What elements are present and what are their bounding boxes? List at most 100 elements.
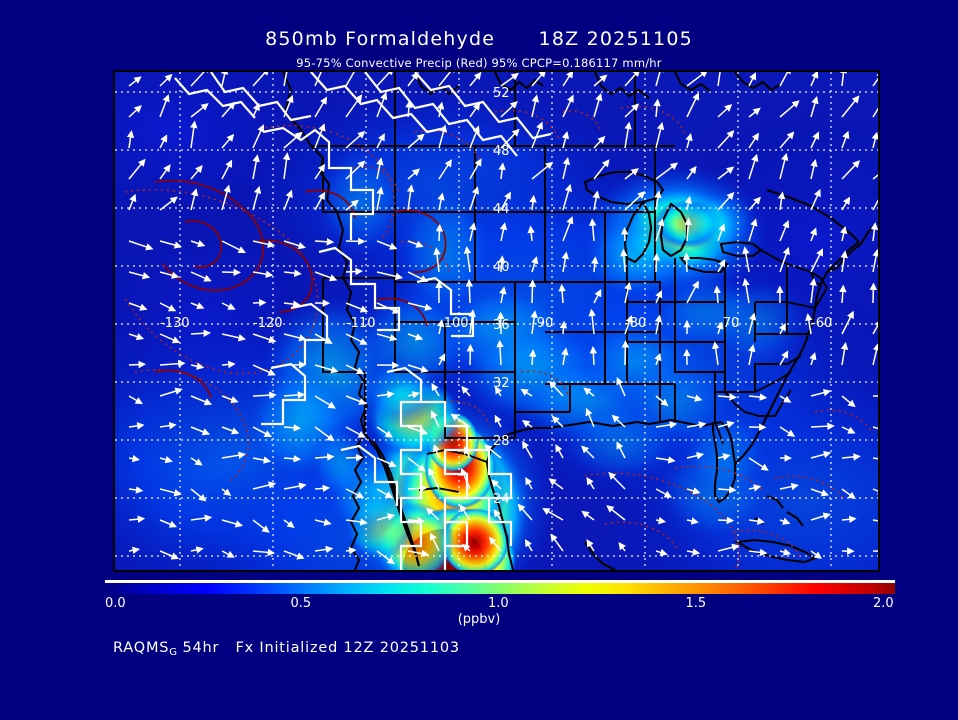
- wind-vector: [686, 92, 700, 118]
- wind-vector: [841, 515, 857, 524]
- wind-vector: [159, 387, 183, 397]
- wind-vector: [406, 184, 415, 211]
- colorbar-units-label: (ppbv): [457, 612, 501, 627]
- wind-vector: [593, 135, 606, 149]
- wind-vector: [684, 195, 693, 211]
- wind-vector: [779, 152, 789, 180]
- wind-vector: [527, 225, 535, 242]
- wind-vector: [283, 391, 306, 399]
- wind-vector: [376, 457, 397, 468]
- wind-vector: [542, 507, 564, 521]
- wind-vector: [592, 190, 600, 211]
- wind-vector: [464, 446, 471, 459]
- wind-vector: [252, 102, 260, 118]
- wind-vector: [682, 252, 691, 273]
- wind-vector: [593, 93, 603, 118]
- wind-vector: [777, 191, 786, 211]
- wind-vector: [531, 256, 539, 273]
- wind-vector: [463, 246, 472, 273]
- wind-vector: [407, 302, 433, 311]
- wind-vector: [717, 453, 731, 461]
- wind-vector: [531, 121, 544, 149]
- wind-vector: [459, 504, 471, 521]
- wind-vector: [221, 184, 231, 211]
- wind-vector: [190, 188, 199, 211]
- wind-vector: [589, 346, 598, 366]
- wind-vector: [872, 319, 878, 335]
- colorbar-tick-2: 1.0: [488, 596, 509, 611]
- longitude-labels: -130 -120 -110 -100 -90 -80 -70 -60: [160, 316, 832, 331]
- wind-vector: [433, 247, 441, 273]
- wind-vector: [460, 467, 471, 490]
- wind-vector: [407, 549, 430, 558]
- wind-vector: [407, 333, 424, 341]
- wind-vector: [620, 227, 629, 242]
- wind-vector: [528, 349, 537, 366]
- wind-vector: [221, 133, 235, 149]
- wind-vector: [128, 395, 143, 405]
- wind-vector: [500, 191, 511, 211]
- wind-vector: [407, 133, 425, 149]
- wind-vector: [841, 160, 861, 180]
- wind-vector: [616, 377, 626, 397]
- wind-vector: [550, 533, 564, 552]
- wind-vector: [190, 546, 204, 554]
- wind-vector: [345, 518, 368, 526]
- wind-vector: [190, 488, 207, 502]
- wind-vector: [128, 105, 142, 118]
- wind-vector: [345, 130, 366, 149]
- wind-vector: [126, 130, 135, 149]
- wind-vector: [428, 467, 440, 490]
- wind-vector: [345, 364, 365, 374]
- wind-vector: [283, 300, 301, 308]
- wind-vector: [252, 270, 274, 278]
- wind-vector: [252, 391, 277, 399]
- wind-vector: [314, 484, 331, 493]
- wind-vector: [655, 162, 678, 180]
- wind-vector: [624, 103, 640, 118]
- wind-vector: [450, 413, 471, 428]
- wind-vector: [314, 364, 339, 374]
- wind-vector: [872, 199, 878, 211]
- wind-vector: [159, 196, 178, 211]
- wind-vector: [376, 186, 384, 211]
- wind-vector: [159, 421, 177, 430]
- lon-label-6: -70: [718, 316, 739, 331]
- wind-vector: [779, 482, 799, 491]
- wind-vector: [872, 174, 878, 180]
- wind-vector: [779, 350, 789, 366]
- wind-vector: [376, 72, 394, 87]
- wind-vector: [713, 285, 721, 304]
- wind-vector: [686, 548, 701, 556]
- lat-label-5: 32: [493, 376, 510, 391]
- wind-vector: [345, 302, 369, 313]
- wind-vector: [717, 543, 740, 552]
- wind-vector: [748, 344, 756, 366]
- wind-vector: [314, 72, 326, 87]
- wind-vector: [562, 157, 571, 180]
- wind-vector: [407, 391, 420, 399]
- lon-label-3: -100: [439, 316, 469, 331]
- wind-vector: [438, 124, 448, 149]
- wind-vector: [376, 390, 395, 399]
- wind-vector: [869, 282, 878, 304]
- wind-vector: [314, 545, 334, 554]
- wind-vector: [407, 484, 428, 493]
- wind-vector: [283, 455, 302, 463]
- wind-vector: [624, 72, 641, 87]
- wind-vector: [840, 226, 848, 242]
- wind-vector: [220, 72, 229, 87]
- wind-vector: [407, 517, 425, 525]
- wind-vector: [717, 166, 735, 180]
- lat-label-4: 36: [493, 318, 510, 333]
- wind-vector: [376, 91, 388, 118]
- wind-vector: [810, 248, 823, 273]
- wind-vector: [779, 517, 791, 525]
- wind-vector: [314, 333, 333, 344]
- wind-vector: [469, 102, 481, 118]
- wind-vector: [405, 100, 413, 118]
- wind-vector: [376, 157, 384, 180]
- wind-vector: [717, 258, 726, 273]
- wind-vector: [376, 550, 395, 565]
- wind-vector: [779, 548, 792, 556]
